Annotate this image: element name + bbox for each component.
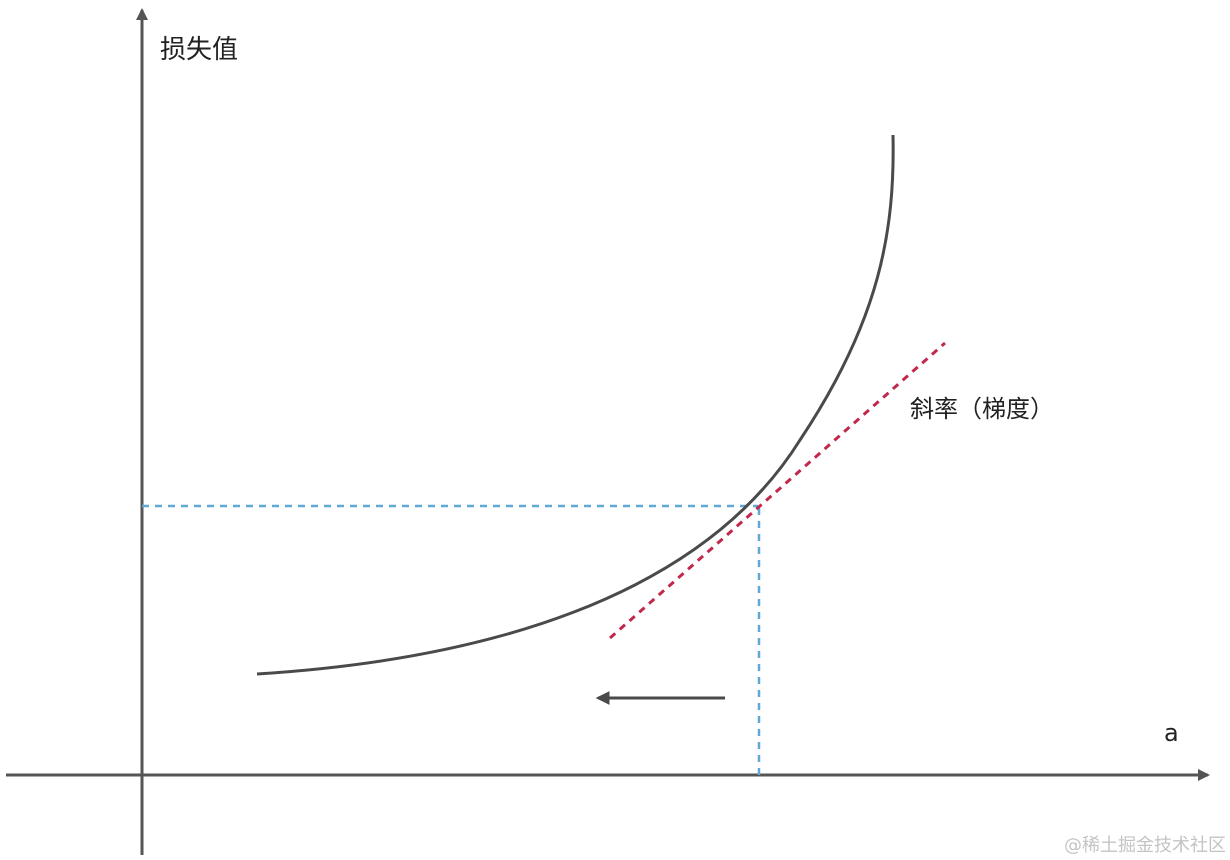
tangent-label: 斜率（梯度） (910, 395, 1054, 423)
tangent-line (609, 341, 946, 640)
watermark: @稀土掘金技术社区 (1064, 835, 1226, 856)
loss-curve (256, 134, 895, 676)
x-axis-label: a (1164, 719, 1179, 747)
y-axis-label: 损失值 (160, 35, 238, 65)
